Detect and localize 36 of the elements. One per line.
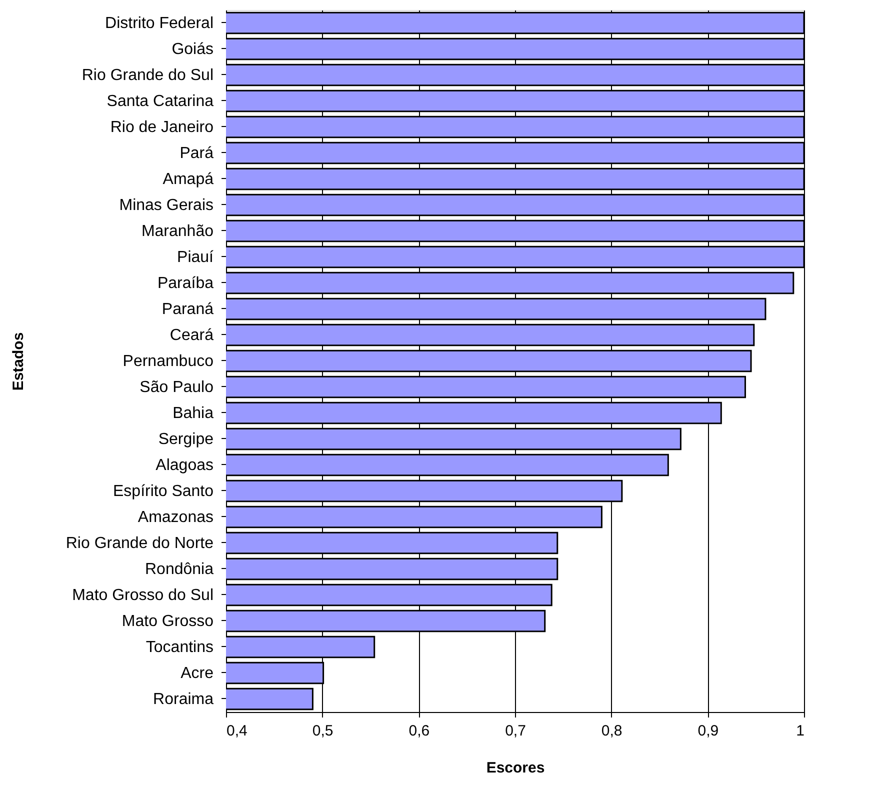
y-tick-label: Amazonas bbox=[138, 509, 214, 526]
y-tick-label: Ceará bbox=[170, 327, 214, 344]
y-tick-label: São Paulo bbox=[140, 379, 214, 396]
x-tick-label: 0,8 bbox=[601, 722, 622, 740]
y-tick-label: Pará bbox=[180, 145, 214, 162]
y-tick-label: Paraná bbox=[162, 301, 214, 318]
y-tick-label: Roraima bbox=[153, 691, 214, 708]
y-tick-label: Santa Catarina bbox=[106, 93, 214, 110]
y-tick-label: Mato Grosso bbox=[122, 613, 214, 630]
y-tick-label: Piauí bbox=[177, 249, 214, 266]
y-tick-label: Sergipe bbox=[158, 431, 214, 448]
y-tick-label: Acre bbox=[180, 665, 214, 682]
x-tick-label: 1 bbox=[796, 722, 804, 740]
y-axis-title: Estados bbox=[10, 332, 27, 391]
y-tick-label: Pernambuco bbox=[122, 353, 214, 370]
y-tick-label: Rio Grande do Sul bbox=[82, 67, 214, 84]
y-tick-label: Tocantins bbox=[146, 639, 214, 656]
x-axis-title: Escores bbox=[486, 760, 545, 776]
y-tick-label: Maranhão bbox=[141, 223, 214, 240]
y-tick-label: Espírito Santo bbox=[113, 483, 214, 500]
y-tick-label: Amapá bbox=[162, 171, 214, 188]
y-tick-label: Rio Grande do Norte bbox=[66, 535, 214, 552]
x-tick-label: 0,7 bbox=[505, 722, 526, 740]
y-tick-label: Minas Gerais bbox=[119, 197, 214, 214]
x-tick-label: 0,4 bbox=[226, 722, 248, 740]
y-tick-label: Rondônia bbox=[145, 561, 214, 578]
y-tick-label: Paraíba bbox=[157, 275, 214, 292]
x-tick-label: 0,6 bbox=[408, 722, 430, 740]
x-tick-label: 0,9 bbox=[698, 722, 719, 740]
y-tick-label: Distrito Federal bbox=[105, 15, 214, 32]
y-tick-label: Alagoas bbox=[156, 457, 214, 474]
y-tick-label: Mato Grosso do Sul bbox=[72, 587, 214, 604]
x-tick-label: 0,5 bbox=[312, 722, 334, 740]
y-tick-label: Bahia bbox=[172, 405, 214, 422]
y-tick-label: Rio de Janeiro bbox=[110, 119, 214, 136]
y-tick-label: Goiás bbox=[172, 41, 214, 58]
